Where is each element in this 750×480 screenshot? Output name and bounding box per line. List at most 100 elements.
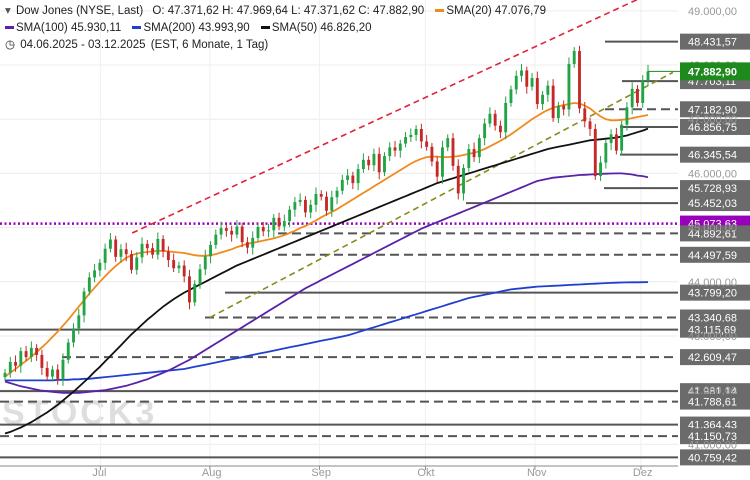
candle-body: [203, 256, 207, 270]
sma50-swatch: [260, 26, 270, 30]
support-trend-line: [209, 71, 674, 319]
legend-period: 04.06.2025 - 03.12.2025: [20, 39, 146, 51]
candle-body: [377, 153, 381, 173]
candle-body: [209, 244, 212, 257]
y-tick-label: 41.000,00: [688, 439, 737, 451]
level-badge: [680, 225, 750, 242]
level-badge: [680, 321, 750, 338]
candle-body: [103, 248, 107, 263]
candle-body: [298, 199, 302, 203]
candle-body: [488, 113, 492, 124]
candle-body: [372, 153, 376, 166]
level-label: 42.609,47: [688, 352, 737, 364]
y-tick-label: 49.000,00: [688, 6, 737, 18]
candle-body: [66, 342, 70, 360]
level-badge: [680, 246, 750, 263]
level-badge: [680, 118, 750, 135]
candle-body: [599, 162, 603, 177]
candle-body: [393, 147, 397, 151]
candle-body: [388, 147, 392, 157]
sma200-line: [5, 281, 649, 382]
candle-body: [562, 105, 566, 110]
sma50-line: [4, 127, 649, 435]
legend-row-2: SMA(100) 45.930,11 SMA(200) 43.993,90 SM…: [5, 20, 374, 36]
legend-row-1: ▾ Dow Jones (NYSE, Last) O: 47.371,62 H:…: [5, 3, 548, 19]
candle-body: [151, 248, 155, 255]
last-price-badge: [680, 62, 750, 81]
candle-body: [224, 228, 228, 231]
legend-settings: (EST, 6 Monate, 1 Tag): [150, 39, 269, 51]
y-tick-label: 45.000,00: [688, 223, 737, 235]
candle-body: [578, 50, 581, 109]
candle-body: [87, 277, 91, 292]
candle-body: [288, 209, 292, 222]
candle-body: [409, 134, 413, 138]
candle-body: [425, 141, 429, 147]
candle-body: [282, 221, 286, 227]
candle-body: [477, 138, 481, 158]
level-badge: [680, 284, 750, 301]
candle-body: [50, 369, 54, 377]
candle-body: [182, 265, 186, 277]
watermark: STOCK3: [2, 394, 157, 432]
candle-body: [177, 265, 181, 269]
level-label: 48.431,57: [688, 37, 737, 49]
candle-body: [261, 227, 265, 232]
candle-body: [188, 276, 191, 303]
candle-body: [509, 89, 513, 103]
level-badge: [680, 449, 750, 466]
candle-body: [383, 156, 386, 173]
candle-body: [314, 193, 318, 205]
candle-body: [446, 138, 450, 148]
candle-body: [583, 108, 587, 122]
x-tick-label: Nov: [527, 467, 547, 479]
candle-body: [267, 230, 270, 232]
candle-body: [367, 159, 371, 166]
sma100-swatch: [5, 26, 14, 30]
moving-averages: [4, 102, 649, 435]
candle-body: [56, 369, 60, 379]
candle-body: [641, 80, 645, 103]
candle-body: [72, 328, 75, 343]
candle-body: [435, 161, 439, 177]
candle-body: [346, 175, 350, 180]
level-badge: [680, 146, 750, 163]
candle-body: [351, 175, 355, 184]
candle-body: [156, 238, 160, 255]
candle-body: [493, 113, 497, 126]
candle-body: [541, 94, 545, 105]
legend-sma200: SMA(200) 43.993,90: [143, 22, 250, 34]
x-tick-label: Sep: [311, 467, 331, 479]
candle-body: [398, 143, 402, 151]
candle-body: [256, 227, 260, 238]
candle-body: [124, 249, 128, 255]
candle-body: [130, 254, 133, 270]
y-axis: 49.000,0048.000,0047.000,0046.000,0045.0…: [648, 6, 750, 451]
candle-body: [609, 134, 613, 144]
last-price-label: 47.882,90: [688, 66, 737, 78]
x-tick-label: Dez: [633, 467, 653, 479]
level-badge: [680, 309, 750, 326]
candle-body: [303, 199, 307, 213]
x-tick-label: Okt: [417, 467, 434, 479]
clock-icon: ◷: [5, 39, 16, 51]
candle-body: [3, 372, 7, 378]
candle-body: [620, 124, 624, 151]
candle-body: [193, 283, 197, 303]
candle-body: [335, 190, 339, 198]
candle-body: [556, 105, 560, 119]
x-axis: Jul Aug Sep Okt Nov Dez: [0, 465, 678, 479]
candle-body: [525, 70, 529, 87]
candle-body: [40, 354, 44, 368]
level-badge: [680, 33, 750, 50]
candle-body: [530, 78, 534, 87]
y-tick-label: 46.000,00: [688, 168, 737, 180]
candle-body: [19, 351, 23, 366]
candle-body: [246, 242, 249, 248]
candle-body: [198, 269, 202, 284]
level-badge: [680, 195, 750, 212]
candle-body: [325, 196, 328, 211]
candle-body: [356, 169, 360, 184]
